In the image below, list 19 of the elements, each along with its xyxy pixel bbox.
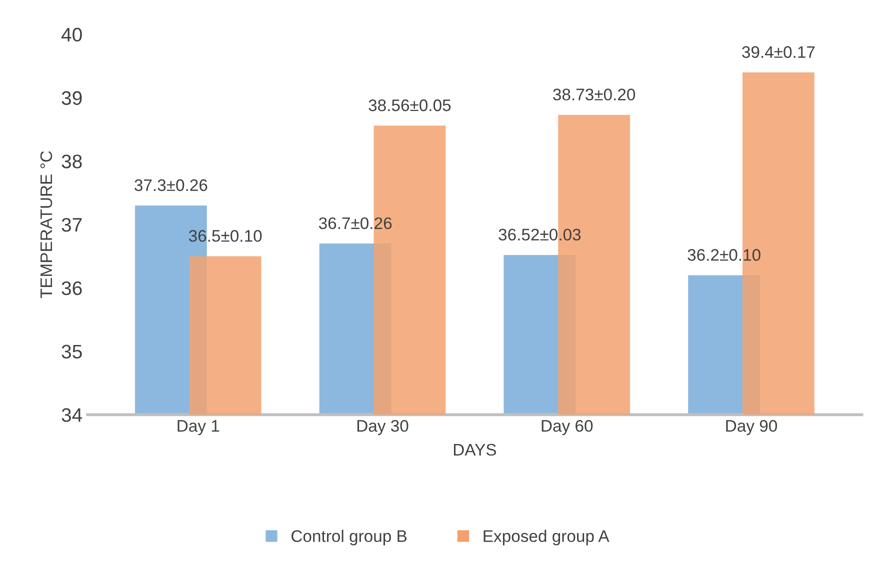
legend-label: Control group B [292, 530, 407, 546]
x-tick-label: Day 90 [726, 420, 778, 436]
y-tick-label: 40 [61, 28, 82, 42]
data-label: 38.73±0.20 [553, 88, 636, 100]
legend-label: Exposed group A [484, 530, 610, 546]
data-label: 38.56±0.05 [368, 99, 451, 112]
y-tick-label: 37 [62, 218, 82, 232]
y-tick-label: 38 [62, 154, 82, 168]
x-axis-title: DAYS [454, 444, 496, 456]
y-tick-label: 35 [62, 344, 82, 359]
y-tick-label: 36 [62, 281, 82, 296]
data-label: 39.4±0.17 [742, 46, 815, 58]
y-axis-title: TEMPERATURE °C [40, 151, 52, 298]
y-tick-label: 34 [62, 408, 82, 422]
x-tick-label: Day 1 [178, 420, 220, 436]
y-tick-label: 39 [62, 91, 82, 105]
x-tick-label: Day 60 [542, 420, 593, 436]
x-tick-label: Day 30 [357, 420, 408, 436]
data-label: 37.3±0.26 [134, 179, 208, 192]
